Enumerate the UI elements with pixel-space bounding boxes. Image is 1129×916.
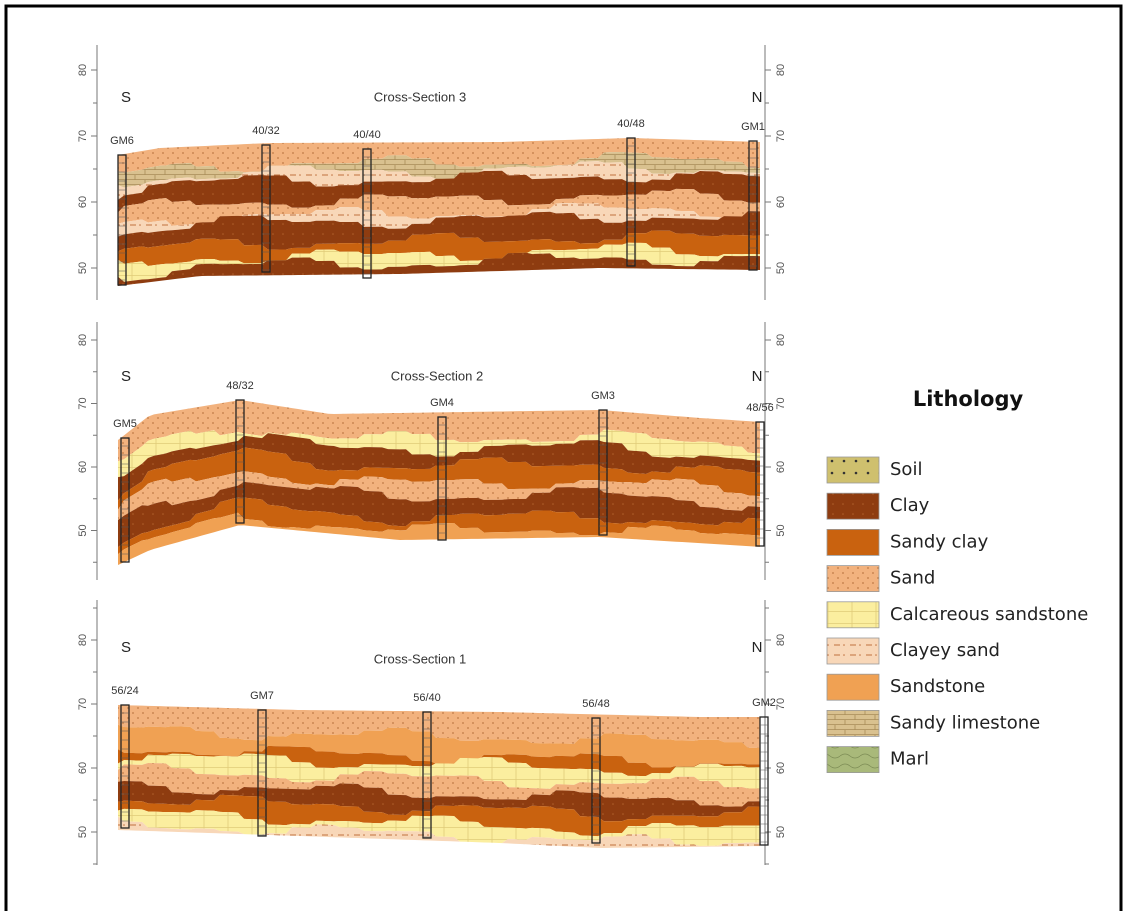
legend-swatch (827, 602, 879, 628)
tick-label: 70 (775, 397, 787, 409)
tick-label: 50 (775, 524, 787, 536)
legend-label: Soil (890, 459, 922, 480)
legend-swatch (827, 493, 879, 519)
tick-label: 70 (77, 698, 89, 710)
borehole-label: GM6 (110, 135, 134, 147)
borehole-label: 40/40 (353, 129, 381, 141)
borehole-label: GM4 (430, 397, 454, 409)
legend-swatch (827, 747, 879, 773)
borehole-label: GM1 (741, 121, 765, 133)
cross-section: 80 70 60 50 80 70 60 50 S N Cross-Section 2 GM5 48/3… (77, 322, 787, 580)
tick-label: 50 (77, 826, 89, 838)
legend-swatch (827, 674, 879, 700)
cross-section: 80 70 60 50 80 70 60 50 S N Cross-Section 3 GM6 40/3… (77, 45, 787, 300)
borehole-label: 48/56 (746, 402, 774, 414)
borehole-label: GM7 (250, 690, 274, 702)
borehole-label: 56/40 (413, 692, 441, 704)
legend-label: Sandy limestone (890, 712, 1040, 733)
tick-label: 60 (775, 461, 787, 473)
legend-swatch (827, 529, 879, 555)
tick-label: 80 (775, 334, 787, 346)
legend-swatch (827, 710, 879, 736)
section-title: Cross-Section 3 (374, 89, 466, 104)
borehole-label: GM3 (591, 390, 615, 402)
tick-label: 80 (77, 64, 89, 76)
tick-label: 70 (77, 130, 89, 142)
tick-label: 60 (77, 196, 89, 208)
tick-label: 50 (775, 262, 787, 274)
tick-label: 50 (775, 826, 787, 838)
borehole-label: 56/48 (582, 698, 610, 710)
borehole-label: 56/24 (111, 685, 139, 697)
legend-swatch (827, 457, 879, 483)
tick-label: 70 (775, 130, 787, 142)
tick-label: 60 (775, 762, 787, 774)
tick-label: 50 (77, 262, 89, 274)
direction-label: N (752, 89, 763, 106)
direction-label: N (752, 639, 763, 656)
borehole-label: 40/32 (252, 125, 280, 137)
borehole-label: GM2 (752, 697, 776, 709)
legend: Lithology Soil Clay Sandy clay Sand Calcareo… (827, 387, 1088, 773)
borehole-label: GM5 (113, 418, 137, 430)
legend-label: Clay (890, 495, 930, 516)
sections: 80 70 60 50 80 70 60 50 S N Cross-Section 3 GM6 40/3… (77, 45, 787, 865)
legend-swatch (827, 638, 879, 664)
tick-label: 50 (77, 524, 89, 536)
figure: 80 70 60 50 80 70 60 50 S N Cross-Section 3 GM6 40/3… (0, 0, 1129, 911)
borehole-label: 40/48 (617, 118, 645, 130)
tick-label: 80 (77, 634, 89, 646)
legend-label: Clayey sand (890, 640, 1000, 661)
tick-label: 80 (775, 64, 787, 76)
legend-label: Sand (890, 568, 935, 589)
direction-label: S (121, 368, 131, 385)
direction-label: S (121, 89, 131, 106)
tick-label: 60 (775, 196, 787, 208)
legend-label: Calcareous sandstone (890, 604, 1088, 625)
tick-label: 80 (775, 634, 787, 646)
legend-label: Marl (890, 749, 929, 770)
direction-label: N (752, 368, 763, 385)
legend-label: Sandstone (890, 676, 985, 697)
section-title: Cross-Section 1 (374, 651, 466, 666)
tick-label: 60 (77, 762, 89, 774)
tick-label: 70 (775, 698, 787, 710)
tick-label: 60 (77, 461, 89, 473)
borehole-label: 48/32 (226, 380, 254, 392)
direction-label: S (121, 639, 131, 656)
legend-title: Lithology (913, 387, 1024, 411)
cross-section: 80 70 60 50 80 70 60 50 S N Cross-Section 1 56/24 GM… (77, 600, 787, 865)
section-title: Cross-Section 2 (391, 368, 483, 383)
tick-label: 80 (77, 334, 89, 346)
legend-label: Sandy clay (890, 531, 989, 552)
legend-swatch (827, 566, 879, 592)
tick-label: 70 (77, 397, 89, 409)
